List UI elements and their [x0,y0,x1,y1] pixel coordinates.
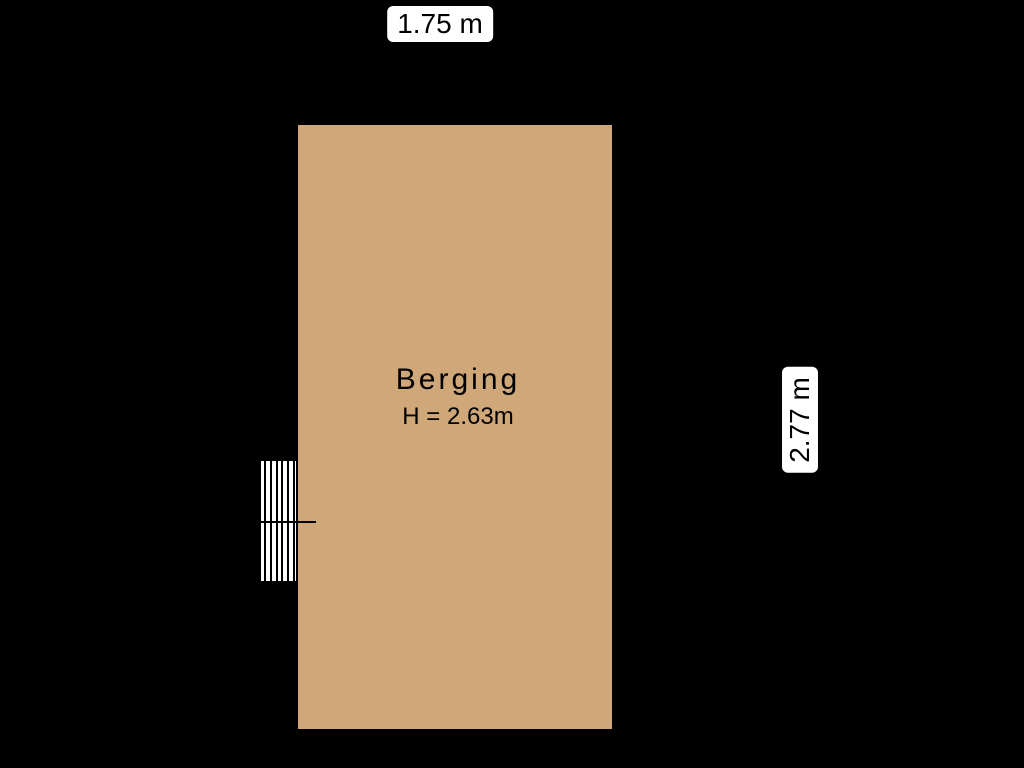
room-berging: Berging H = 2.63m [295,122,615,732]
radiator-icon [260,460,297,582]
room-height-label: H = 2.63m [396,403,520,431]
dimension-width-label: 1.75 m [387,6,493,42]
floorplan-canvas: Berging H = 2.63m 1.75 m 2.77 m [0,0,1024,768]
room-label: Berging H = 2.63m [396,363,520,431]
dimension-height-label: 2.77 m [782,367,818,473]
room-name: Berging [396,363,520,397]
